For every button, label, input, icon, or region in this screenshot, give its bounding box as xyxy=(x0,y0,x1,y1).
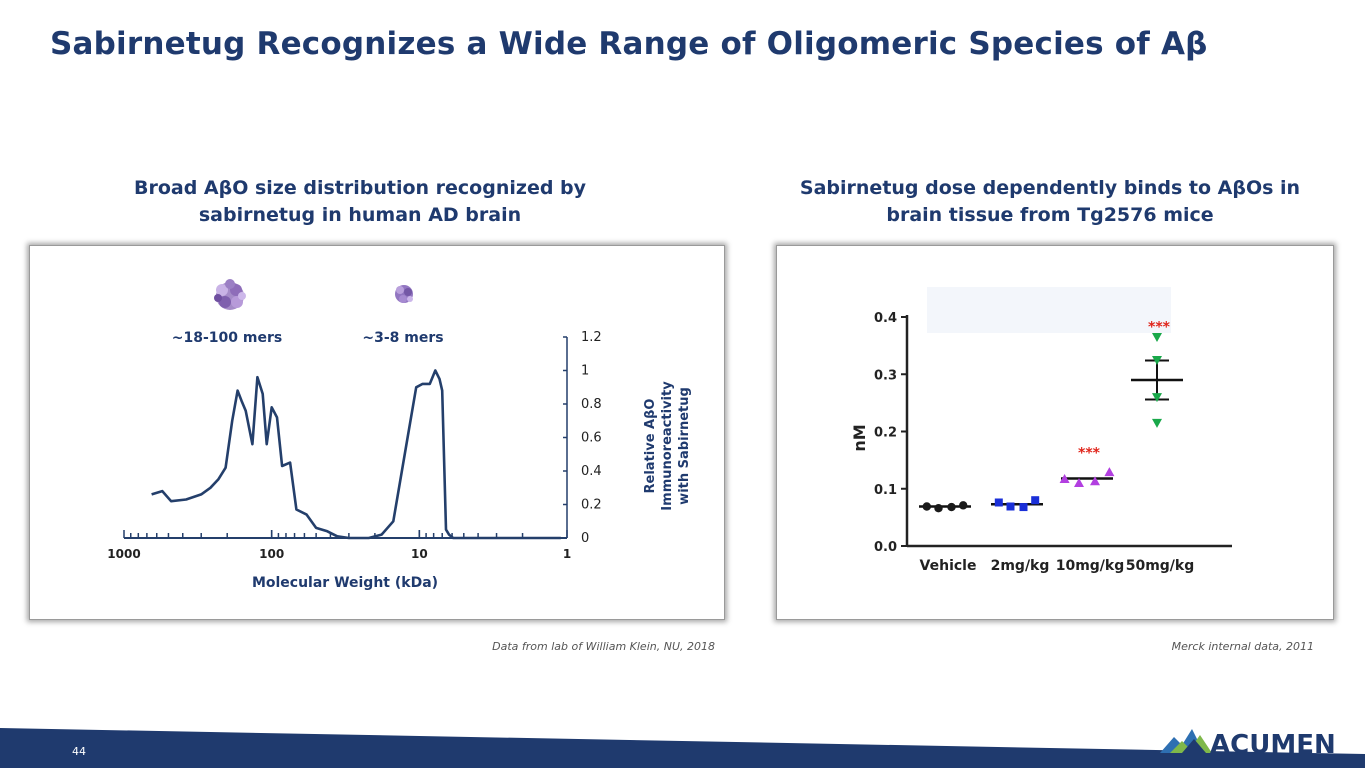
immunoreactivity-series-line xyxy=(151,369,561,540)
data-point-triangle-down xyxy=(1152,418,1162,428)
significance-marker: *** xyxy=(1148,320,1171,336)
dose-category-label: 2mg/kg xyxy=(991,558,1050,574)
left-subtitle-line2: sabirnetug in human AD brain xyxy=(198,204,522,226)
right-chart-subtitle: Sabirnetug dose dependently binds to AβO… xyxy=(770,175,1330,229)
data-point-triangle-down xyxy=(1152,393,1162,403)
right-y-axis: 0 0.2 0.4 0.6 0.8 1 1.2 xyxy=(563,330,602,546)
data-point-triangle-down xyxy=(1152,355,1162,365)
data-point-circle xyxy=(922,502,931,511)
y-tick-label: 0 xyxy=(581,531,589,546)
left-data-source: Data from lab of William Klein, NU, 2018 xyxy=(492,640,715,653)
x-axis-label: Molecular Weight (kDa) xyxy=(252,575,438,591)
y-axis-label-line2: Immunoreactivity xyxy=(660,381,675,511)
x-tick-label: 10 xyxy=(411,547,428,561)
legend-placeholder-box xyxy=(927,287,1171,333)
data-point-triangle-down xyxy=(1152,333,1162,343)
nm-axis-label: nM xyxy=(850,424,869,451)
right-subtitle-line2: brain tissue from Tg2576 mice xyxy=(886,204,1214,226)
dose-category-label: 10mg/kg xyxy=(1056,558,1125,574)
y-axis-label-line3: with Sabirnetug xyxy=(677,387,692,505)
y-tick-label: 0.2 xyxy=(581,498,602,513)
y-tick-label: 0.8 xyxy=(581,397,602,412)
y-tick-label: 0.6 xyxy=(581,431,602,446)
data-point-triangle-up xyxy=(1104,467,1115,477)
nm-tick-label: 0.1 xyxy=(874,483,897,498)
large-oligomer-icon xyxy=(214,279,246,310)
data-point-circle xyxy=(947,502,956,512)
data-point-triangle-up xyxy=(1059,474,1070,484)
size-distribution-panel: ~18-100 mers ~3-8 mers 0 0.2 0.4 0.6 0.8 1 1.2… xyxy=(29,245,725,620)
x-tick-label: 100 xyxy=(259,547,284,561)
nm-tick-label: 0.4 xyxy=(874,311,897,326)
significance-marker: *** xyxy=(1078,446,1101,462)
y-axis-label: Relative AβO Immunoreactivity with Sabir… xyxy=(643,381,692,511)
dose-response-chart: 0.0 0.1 0.2 0.3 0.4 Vehicle 2mg/kg 10mg/kg 50mg/… xyxy=(850,287,1232,574)
dose-data-points: *** *** xyxy=(919,320,1183,513)
annotation-small-oligomers: ~3-8 mers xyxy=(362,330,443,346)
dose-response-panel: 0.0 0.1 0.2 0.3 0.4 Vehicle 2mg/kg 10mg/kg 50mg/… xyxy=(776,245,1334,620)
data-point-triangle-up xyxy=(1090,476,1100,486)
nm-tick-label: 0.0 xyxy=(874,540,897,555)
small-oligomer-icon xyxy=(395,285,413,303)
x-axis: 1000 100 10 1 xyxy=(107,530,571,561)
slide-title: Sabirnetug Recognizes a Wide Range of Ol… xyxy=(50,26,1208,62)
page-number: 44 xyxy=(72,745,86,758)
footer-band xyxy=(0,728,1365,768)
dose-category-label: 50mg/kg xyxy=(1126,558,1195,574)
nm-tick-label: 0.3 xyxy=(874,368,897,383)
y-axis-label-line1: Relative AβO xyxy=(643,399,658,494)
right-subtitle-line1: Sabirnetug dose dependently binds to AβO… xyxy=(799,177,1301,199)
y-tick-label: 0.4 xyxy=(581,464,602,479)
annotation-large-oligomers: ~18-100 mers xyxy=(172,330,282,346)
data-point-circle xyxy=(959,501,968,510)
dose-axes: 0.0 0.1 0.2 0.3 0.4 Vehicle 2mg/kg 10mg/kg 50mg/… xyxy=(874,311,1232,574)
left-subtitle-line1: Broad AβO size distribution recognized b… xyxy=(133,177,587,199)
data-point-square xyxy=(994,498,1003,507)
size-distribution-chart: ~18-100 mers ~3-8 mers 0 0.2 0.4 0.6 0.8 1 1.2… xyxy=(107,279,692,591)
data-point-square xyxy=(1031,496,1040,505)
acumen-logo-text: ACUMEN xyxy=(1210,730,1336,759)
acumen-logo: ACUMEN xyxy=(1160,729,1336,759)
data-point-square xyxy=(1006,502,1015,511)
y-tick-label: 1 xyxy=(581,364,589,379)
data-point-square xyxy=(1019,503,1028,512)
dose-category-label: Vehicle xyxy=(920,558,977,574)
nm-tick-label: 0.2 xyxy=(874,426,897,441)
right-data-source: Merck internal data, 2011 xyxy=(1171,640,1314,653)
acumen-logo-mark xyxy=(1160,729,1212,753)
x-tick-label: 1000 xyxy=(107,547,140,561)
data-point-circle xyxy=(934,504,943,513)
data-point-triangle-up xyxy=(1074,478,1084,488)
y-tick-label: 1.2 xyxy=(581,330,602,345)
left-chart-subtitle: Broad AβO size distribution recognized b… xyxy=(60,175,660,229)
x-tick-label: 1 xyxy=(563,547,571,561)
